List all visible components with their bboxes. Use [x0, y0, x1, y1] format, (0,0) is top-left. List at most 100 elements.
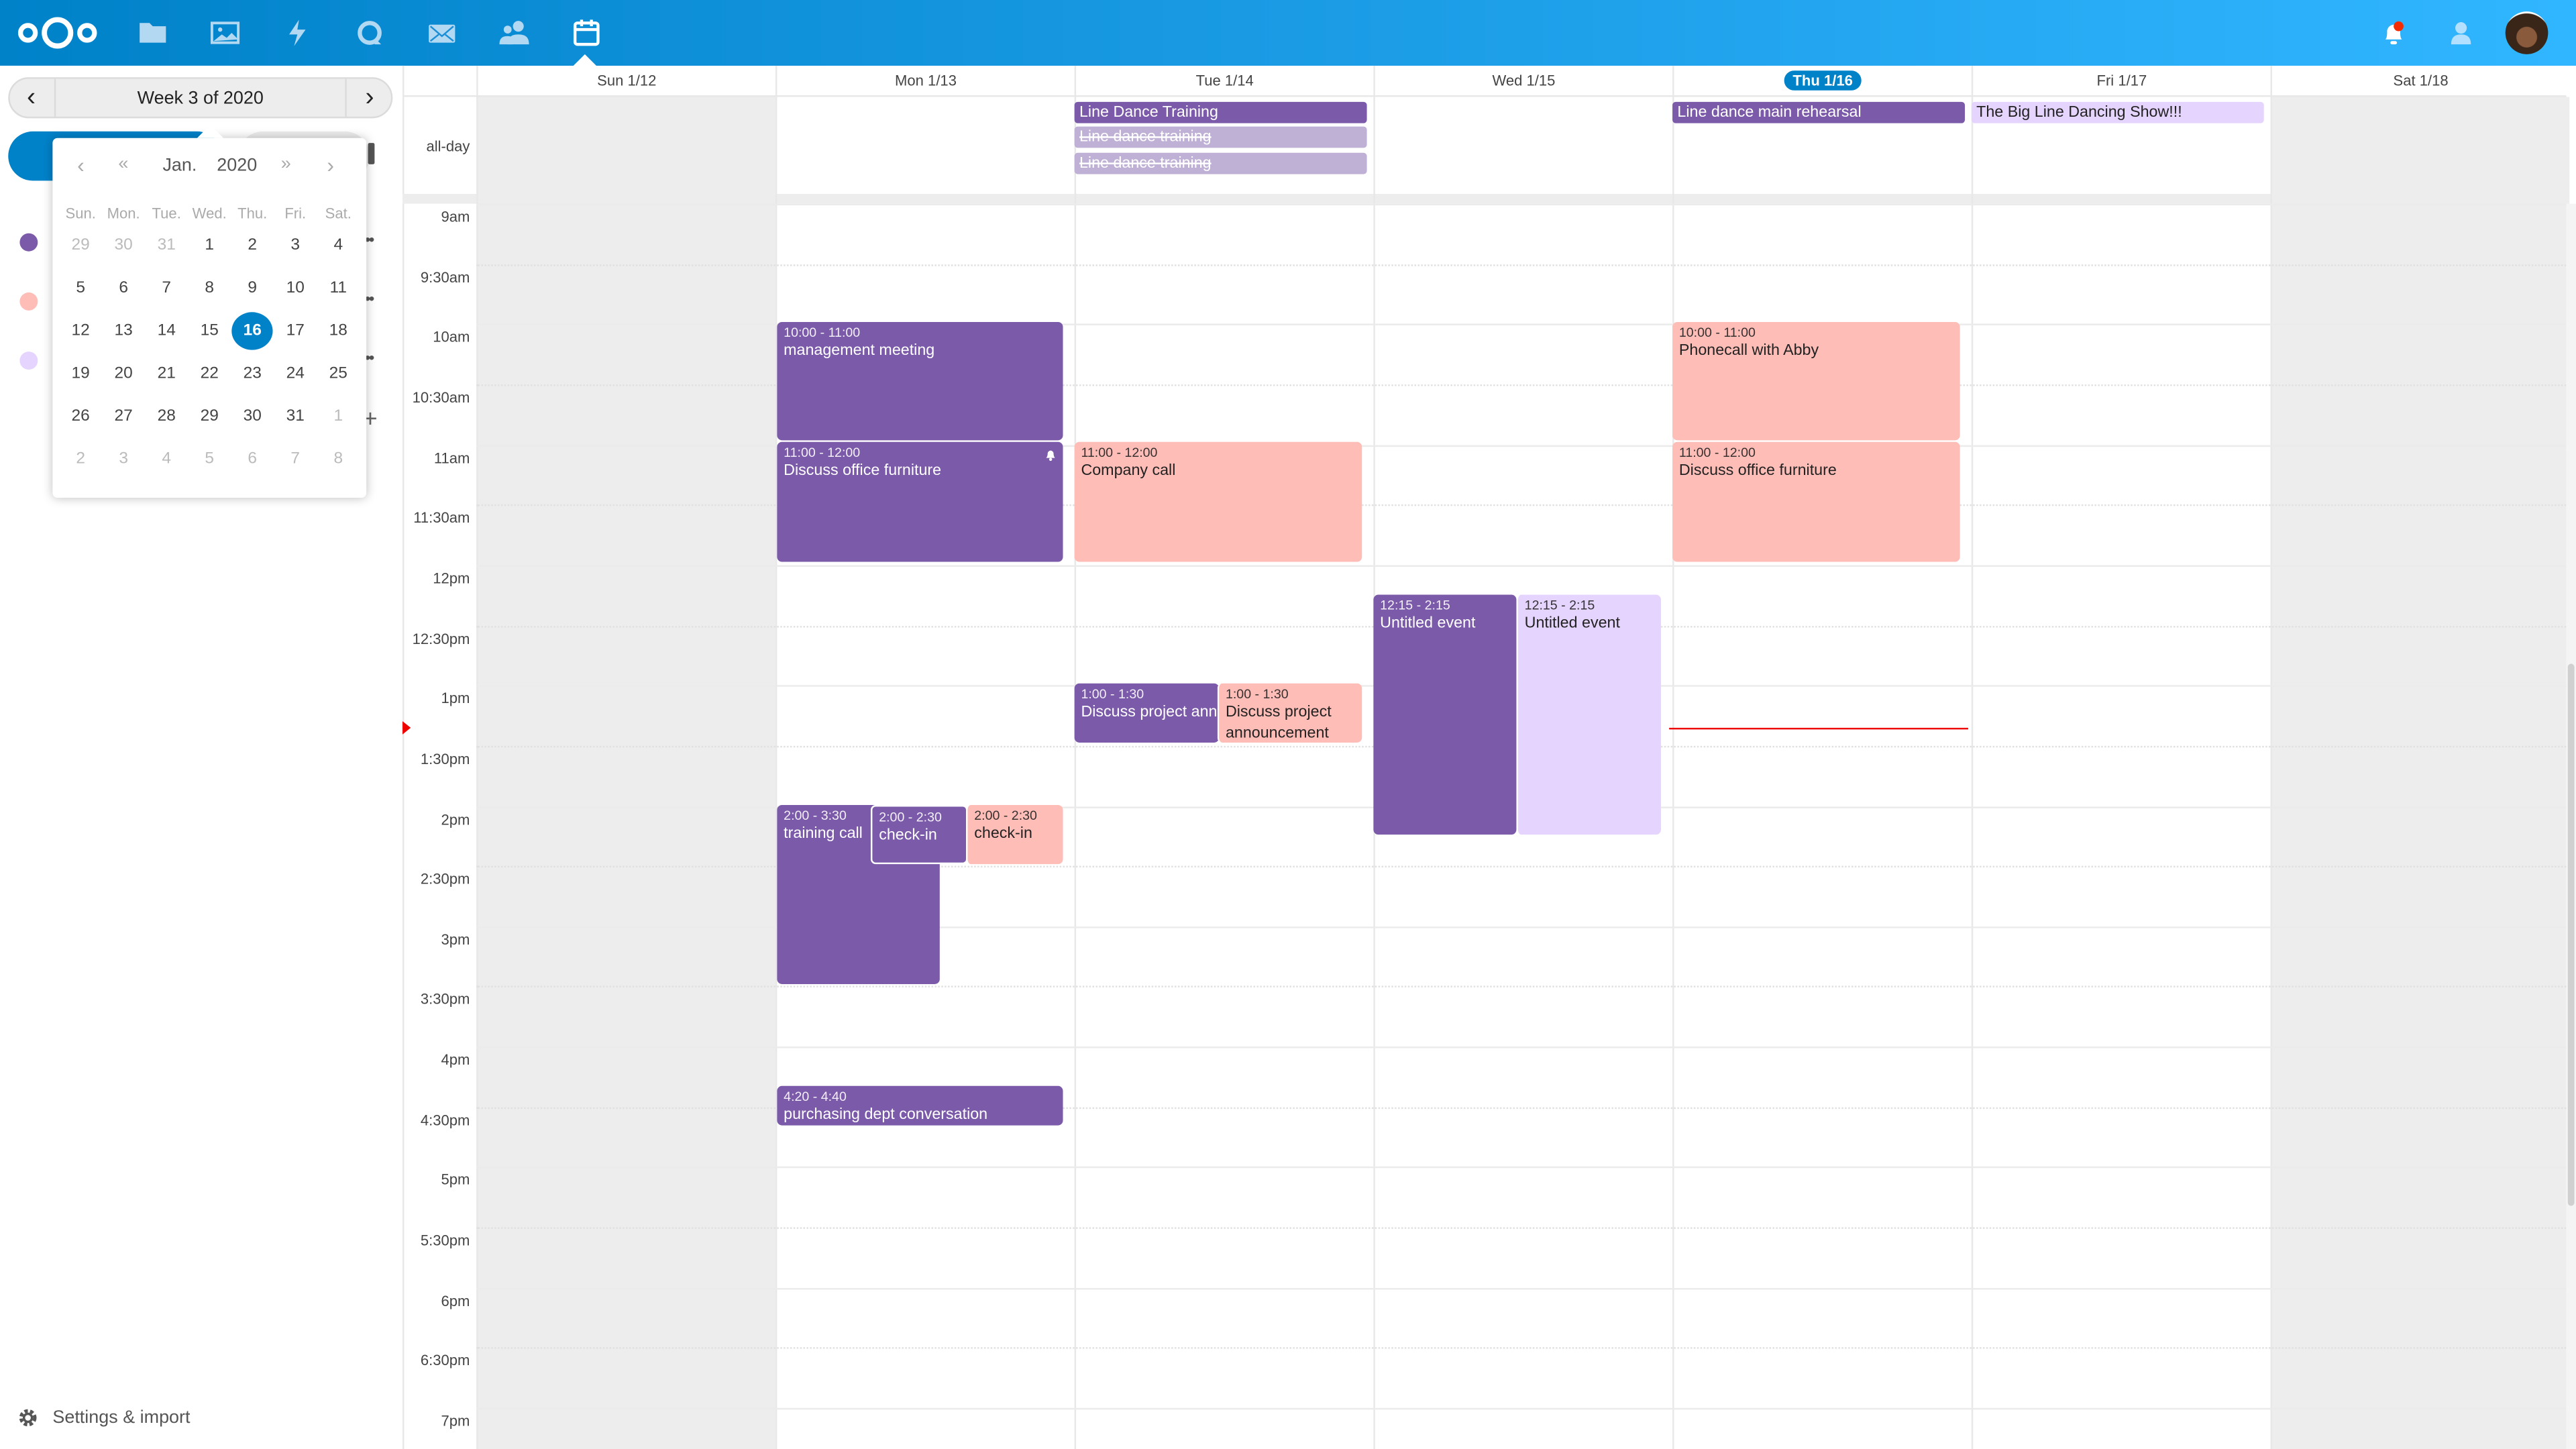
- day-cell[interactable]: 23: [231, 352, 274, 394]
- day-cell[interactable]: 5: [188, 437, 231, 480]
- day-cell[interactable]: 1: [188, 223, 231, 266]
- notifications-icon[interactable]: [2377, 16, 2410, 49]
- contacts-icon[interactable]: [498, 16, 531, 49]
- day-column[interactable]: [476, 97, 775, 1449]
- event[interactable]: 12:15 - 2:15 Untitled event: [1516, 594, 1661, 835]
- calendar-color-dot[interactable]: [19, 352, 38, 370]
- next-month-button[interactable]: ›: [327, 152, 334, 178]
- day-cell[interactable]: 4: [317, 223, 360, 266]
- day-column[interactable]: [2270, 97, 2570, 1449]
- event[interactable]: 2:00 - 2:30 check-in: [870, 805, 968, 865]
- calendar-menu-icon[interactable]: ••: [364, 350, 375, 368]
- day-cell[interactable]: 18: [317, 309, 360, 352]
- scrollbar-thumb[interactable]: [2567, 663, 2575, 1206]
- event[interactable]: 11:00 - 12:00 Discuss office furniture: [1672, 441, 1960, 562]
- next-week-button[interactable]: ›: [365, 83, 374, 111]
- allday-event[interactable]: Line Dance Training: [1074, 101, 1367, 123]
- scrollbar-track[interactable]: [2566, 203, 2576, 1449]
- year-label[interactable]: 2020: [217, 156, 258, 176]
- day-header[interactable]: Sat 1/18: [2270, 65, 2570, 96]
- event[interactable]: 11:00 - 12:00 Discuss office furniture: [777, 441, 1063, 562]
- event[interactable]: 10:00 - 11:00 Phonecall with Abby: [1672, 322, 1960, 441]
- calendar-color-dot[interactable]: [19, 233, 38, 252]
- files-icon[interactable]: [136, 16, 169, 49]
- event[interactable]: 10:00 - 11:00 management meeting: [777, 322, 1063, 441]
- allday-event[interactable]: Line dance main rehearsal: [1672, 101, 1966, 123]
- calendar-icon[interactable]: [570, 16, 603, 49]
- allday-event-cancelled[interactable]: Line dance training: [1074, 152, 1367, 174]
- contacts-menu-icon[interactable]: [2443, 16, 2476, 49]
- day-cell[interactable]: 29: [59, 223, 102, 266]
- day-cell[interactable]: 30: [102, 223, 145, 266]
- day-cell[interactable]: 4: [145, 437, 188, 480]
- user-avatar[interactable]: [2505, 11, 2548, 54]
- day-cell[interactable]: 31: [274, 394, 317, 437]
- nextcloud-logo[interactable]: [16, 13, 98, 53]
- day-cell[interactable]: 14: [145, 309, 188, 352]
- month-label[interactable]: Jan.: [162, 156, 197, 176]
- event[interactable]: 12:15 - 2:15 Untitled event: [1373, 594, 1517, 835]
- day-column[interactable]: [1074, 97, 1374, 1449]
- day-header[interactable]: Tue 1/14: [1074, 65, 1374, 96]
- day-cell[interactable]: 2: [59, 437, 102, 480]
- day-cell[interactable]: 29: [188, 394, 231, 437]
- day-cell[interactable]: 2: [231, 223, 274, 266]
- previous-year-button[interactable]: «: [118, 154, 129, 174]
- day-cell[interactable]: 27: [102, 394, 145, 437]
- day-cell[interactable]: 30: [231, 394, 274, 437]
- talk-icon[interactable]: [354, 16, 386, 49]
- day-header[interactable]: Wed 1/15: [1373, 65, 1672, 96]
- day-header[interactable]: Fri 1/17: [1971, 65, 2271, 96]
- allday-event-cancelled[interactable]: Line dance training: [1074, 126, 1367, 148]
- day-cell[interactable]: 12: [59, 309, 102, 352]
- previous-month-button[interactable]: ‹: [77, 152, 85, 178]
- week-label-button[interactable]: Week 3 of 2020: [54, 78, 347, 117]
- day-cell[interactable]: 8: [188, 266, 231, 309]
- day-cell[interactable]: 13: [102, 309, 145, 352]
- day-header[interactable]: Sun 1/12: [476, 65, 775, 96]
- day-cell[interactable]: 1: [317, 394, 360, 437]
- day-cell[interactable]: 17: [274, 309, 317, 352]
- day-cell[interactable]: 26: [59, 394, 102, 437]
- day-cell[interactable]: 3: [274, 223, 317, 266]
- day-cell[interactable]: 22: [188, 352, 231, 394]
- day-cell[interactable]: 24: [274, 352, 317, 394]
- event[interactable]: 4:20 - 4:40 purchasing dept conversation: [777, 1085, 1063, 1126]
- calendar-menu-icon[interactable]: ••: [364, 290, 375, 309]
- day-cell[interactable]: 25: [317, 352, 360, 394]
- day-cell[interactable]: 7: [145, 266, 188, 309]
- previous-week-button[interactable]: ‹: [26, 83, 36, 111]
- day-column[interactable]: [1672, 97, 1972, 1449]
- day-cell[interactable]: 6: [231, 437, 274, 480]
- day-cell[interactable]: 5: [59, 266, 102, 309]
- day-header[interactable]: Mon 1/13: [775, 65, 1075, 96]
- mail-icon[interactable]: [425, 16, 458, 49]
- day-column[interactable]: [1971, 97, 2271, 1449]
- day-cell[interactable]: 28: [145, 394, 188, 437]
- view-toggle-icon[interactable]: [368, 143, 375, 164]
- day-cell[interactable]: 19: [59, 352, 102, 394]
- activity-icon[interactable]: [281, 16, 314, 49]
- day-cell[interactable]: 21: [145, 352, 188, 394]
- day-cell[interactable]: 7: [274, 437, 317, 480]
- settings-import-button[interactable]: Settings & import: [16, 1406, 191, 1429]
- day-cell[interactable]: 3: [102, 437, 145, 480]
- event[interactable]: 2:00 - 2:30 check-in: [966, 805, 1063, 865]
- allday-event[interactable]: The Big Line Dancing Show!!!: [1971, 101, 2264, 123]
- day-cell[interactable]: 6: [102, 266, 145, 309]
- calendar-color-dot[interactable]: [19, 292, 38, 311]
- day-header[interactable]: Thu 1/16: [1672, 65, 1972, 96]
- day-cell[interactable]: 16: [231, 309, 274, 352]
- day-cell[interactable]: 31: [145, 223, 188, 266]
- next-year-button[interactable]: »: [280, 154, 291, 174]
- day-cell[interactable]: 15: [188, 309, 231, 352]
- day-cell[interactable]: 11: [317, 266, 360, 309]
- photos-icon[interactable]: [209, 16, 241, 49]
- day-column[interactable]: [775, 97, 1075, 1449]
- calendar-menu-icon[interactable]: ••: [364, 231, 375, 250]
- day-cell[interactable]: 10: [274, 266, 317, 309]
- day-cell[interactable]: 8: [317, 437, 360, 480]
- day-cell[interactable]: 20: [102, 352, 145, 394]
